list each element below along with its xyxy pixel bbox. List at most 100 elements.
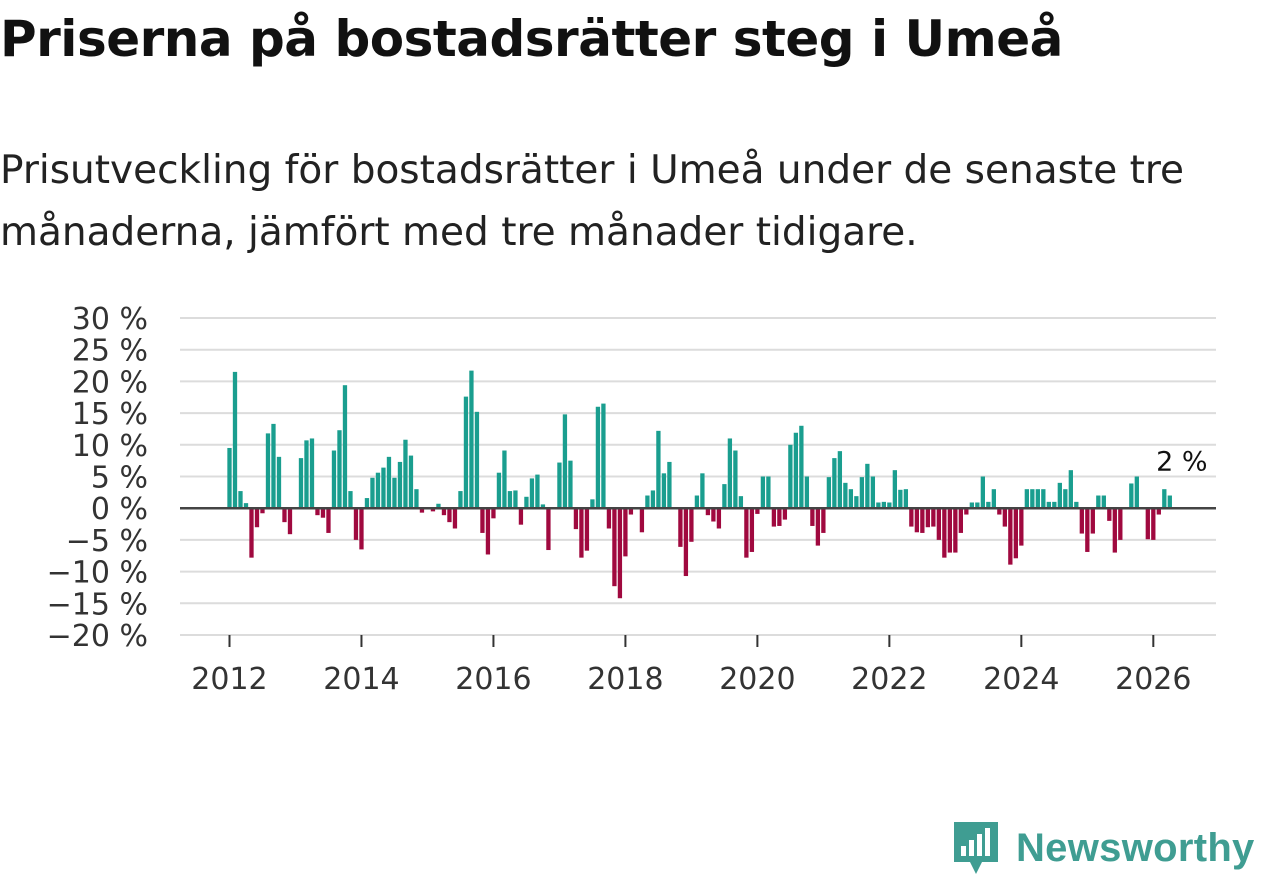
bar	[590, 499, 595, 509]
bar	[1024, 489, 1029, 509]
bar	[837, 451, 843, 509]
bar	[562, 414, 568, 509]
bar	[381, 467, 386, 509]
bar	[920, 508, 925, 533]
x-tick-label: 2012	[191, 662, 267, 697]
bar	[282, 508, 287, 523]
bar	[1107, 508, 1112, 521]
bar	[964, 508, 969, 515]
bar	[771, 508, 777, 527]
x-tick-label: 2016	[455, 662, 531, 697]
bar	[958, 508, 963, 533]
bar	[452, 508, 458, 529]
bar	[947, 508, 952, 553]
bar	[914, 508, 920, 533]
bar	[414, 489, 419, 509]
bar	[892, 470, 898, 509]
bar	[430, 508, 436, 512]
bar	[491, 508, 496, 519]
brand-logo[interactable]: Newsworthy	[950, 818, 1255, 878]
bar	[903, 489, 909, 509]
bar	[760, 476, 766, 509]
bar	[821, 508, 826, 533]
bar	[1118, 508, 1123, 540]
bar	[1019, 508, 1024, 546]
bar	[227, 447, 232, 509]
bar	[782, 508, 788, 520]
bar	[1063, 489, 1068, 509]
bar	[518, 508, 524, 525]
bar	[804, 476, 810, 509]
x-tick-label: 2018	[587, 662, 663, 697]
bar	[810, 508, 815, 526]
bar	[848, 489, 854, 509]
bar	[595, 406, 601, 509]
bar	[1046, 501, 1051, 509]
bar	[975, 502, 980, 509]
bar	[271, 423, 276, 509]
bar	[1030, 489, 1035, 509]
bar	[683, 508, 689, 577]
bar	[1129, 483, 1134, 509]
bar	[991, 489, 996, 509]
bar	[1162, 489, 1167, 509]
bar	[447, 508, 452, 523]
last-value-label: 2 %	[1156, 447, 1207, 478]
bar	[309, 438, 315, 509]
bar	[364, 498, 370, 509]
bar	[1052, 501, 1057, 509]
axes	[180, 506, 1216, 647]
x-tick-label: 2024	[983, 662, 1059, 697]
bar	[326, 508, 331, 533]
bar	[711, 508, 716, 522]
bar	[1151, 508, 1156, 540]
bar	[931, 508, 936, 527]
bar	[749, 508, 755, 552]
bar	[788, 444, 793, 509]
bar	[815, 508, 821, 546]
bar	[265, 433, 271, 509]
bars	[227, 370, 1172, 599]
bar	[1156, 508, 1161, 515]
bar	[667, 461, 672, 509]
bar	[342, 385, 348, 509]
bar	[331, 450, 337, 509]
y-tick-label: 5 %	[91, 461, 148, 496]
bar	[870, 476, 876, 509]
bar	[1079, 508, 1084, 534]
bar	[315, 508, 320, 516]
x-tick-label: 2022	[851, 662, 927, 697]
bar	[843, 482, 848, 509]
bar	[777, 508, 782, 526]
bar	[557, 462, 562, 509]
y-tick-label: 15 %	[72, 397, 148, 432]
bar	[1057, 482, 1062, 509]
bar	[397, 461, 403, 509]
y-tick-label: 20 %	[72, 365, 148, 400]
bar	[287, 508, 293, 535]
y-tick-label: −10 %	[47, 556, 148, 591]
bar	[656, 430, 661, 509]
bar	[716, 508, 722, 529]
bar	[854, 496, 859, 509]
bar	[606, 508, 612, 529]
bar	[238, 491, 243, 509]
bar	[678, 508, 683, 547]
bar	[1002, 508, 1007, 527]
bar	[304, 440, 309, 509]
x-tick-label: 2014	[323, 662, 399, 697]
bar	[612, 508, 617, 587]
bar	[584, 508, 590, 551]
bar	[1101, 495, 1106, 509]
y-tick-label: 30 %	[72, 302, 148, 337]
bar	[909, 508, 914, 527]
y-tick-label: −20 %	[47, 619, 148, 654]
bar	[232, 371, 238, 509]
bar	[661, 473, 667, 509]
x-tick-label: 2026	[1115, 662, 1191, 697]
bar	[942, 508, 947, 558]
bar	[1090, 508, 1095, 534]
bar	[623, 508, 628, 557]
bar	[573, 508, 579, 530]
bar	[1068, 470, 1073, 509]
